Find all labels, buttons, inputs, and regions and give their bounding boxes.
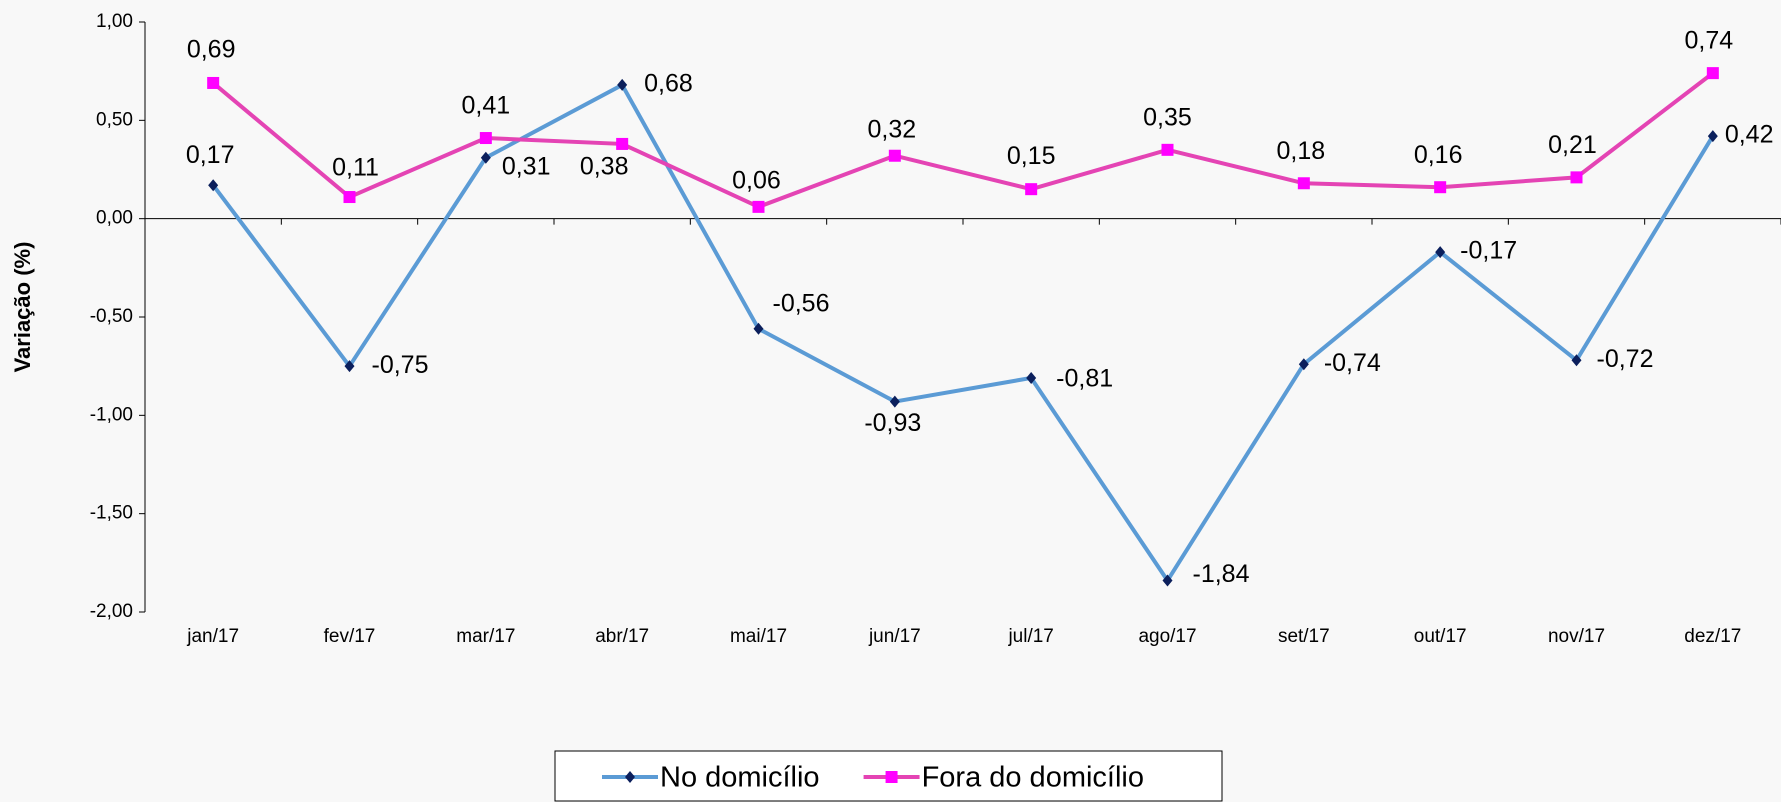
marker xyxy=(343,191,356,204)
data-label: -0,75 xyxy=(372,351,429,379)
marker xyxy=(1162,574,1173,587)
marker xyxy=(1706,67,1719,80)
data-label: -0,72 xyxy=(1597,345,1654,373)
data-label: -0,74 xyxy=(1324,349,1381,377)
marker xyxy=(1161,143,1174,156)
x-tick-label: set/17 xyxy=(1278,626,1330,647)
marker xyxy=(1434,181,1447,194)
marker xyxy=(1435,246,1446,259)
x-tick-label: ago/17 xyxy=(1138,626,1196,647)
data-label: 0,38 xyxy=(580,153,629,181)
data-label: 0,41 xyxy=(461,92,510,120)
y-tick-label: -1,50 xyxy=(90,503,133,524)
y-tick-label: -1,00 xyxy=(90,404,133,425)
series-line xyxy=(211,71,1715,210)
legend-label: Fora do domicílio xyxy=(922,762,1144,794)
data-label: 0,68 xyxy=(644,70,693,98)
marker xyxy=(1026,371,1037,384)
marker xyxy=(207,76,220,89)
marker xyxy=(888,149,901,162)
x-tick-label: jul/17 xyxy=(1007,626,1053,647)
data-label: 0,35 xyxy=(1143,103,1192,131)
data-label: 0,21 xyxy=(1548,131,1597,159)
y-tick-label: 1,00 xyxy=(96,11,133,32)
marker xyxy=(616,137,629,150)
y-tick-label: 0,00 xyxy=(96,208,133,229)
y-tick-label: -0,50 xyxy=(90,306,133,327)
x-tick-label: jan/17 xyxy=(186,626,239,647)
data-label: -0,56 xyxy=(773,289,830,317)
x-tick-label: nov/17 xyxy=(1548,626,1605,647)
data-label: 0,74 xyxy=(1684,27,1733,55)
data-label: 0,69 xyxy=(187,36,236,64)
series-line xyxy=(211,82,1715,585)
x-tick-label: fev/17 xyxy=(324,626,376,647)
x-tick-label: abr/17 xyxy=(595,626,649,647)
marker xyxy=(617,78,628,91)
data-label: 0,06 xyxy=(732,166,781,194)
legend-label: No domicílio xyxy=(660,762,820,794)
marker xyxy=(1025,183,1038,196)
marker xyxy=(625,771,635,783)
marker xyxy=(885,771,898,783)
marker xyxy=(752,200,765,213)
data-label: 0,17 xyxy=(186,141,235,169)
marker xyxy=(1297,177,1310,190)
data-label: 0,31 xyxy=(502,152,551,180)
y-tick-label: -2,00 xyxy=(90,601,133,622)
marker xyxy=(1571,354,1582,367)
marker xyxy=(479,132,492,145)
marker xyxy=(208,179,219,192)
x-tick-label: mar/17 xyxy=(456,626,515,647)
x-tick-label: mai/17 xyxy=(730,626,787,647)
marker xyxy=(753,322,764,335)
data-label: -0,17 xyxy=(1460,237,1517,265)
data-label: 0,18 xyxy=(1276,137,1325,165)
y-axis-title: Variação (%) xyxy=(10,242,35,373)
marker xyxy=(1570,171,1583,184)
data-label: -0,93 xyxy=(864,409,921,437)
marker xyxy=(889,395,900,408)
data-label: 0,15 xyxy=(1007,142,1056,170)
legend: No domicílio Fora do domicílio xyxy=(554,750,1223,802)
x-tick-label: dez/17 xyxy=(1684,626,1741,647)
data-label: 0,16 xyxy=(1414,141,1463,169)
marker xyxy=(344,360,355,373)
data-label: 0,42 xyxy=(1725,121,1774,149)
marker xyxy=(480,151,491,164)
marker xyxy=(1707,130,1718,143)
x-tick-label: jun/17 xyxy=(868,626,921,647)
data-label: 0,32 xyxy=(867,115,916,143)
marker xyxy=(1298,358,1309,371)
data-label: -1,84 xyxy=(1193,560,1250,588)
y-tick-label: 0,50 xyxy=(96,109,133,130)
x-tick-label: out/17 xyxy=(1414,626,1467,647)
data-label: -0,81 xyxy=(1056,365,1113,393)
data-label: 0,11 xyxy=(332,154,379,182)
